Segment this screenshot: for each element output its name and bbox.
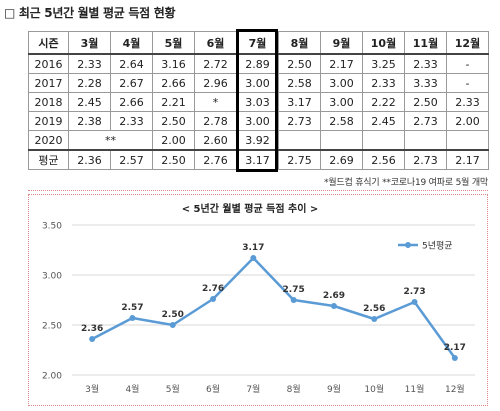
table-cell: 3.00 — [236, 111, 279, 131]
col-header: 3월 — [68, 31, 111, 55]
table-cell: 2.38 — [68, 111, 111, 131]
data-point — [290, 297, 297, 303]
data-label: 2.75 — [283, 285, 305, 295]
table-cell: 3.25 — [362, 53, 405, 74]
table-cell: 2.21 — [152, 92, 195, 112]
monthly-score-table: 시즌 3월 4월 5월 6월 7월 8월 9월 10월 11월 12월 2016… — [28, 31, 489, 170]
table-footnote: *월드컵 휴식기 **코로나19 여파로 5월 개막 — [324, 178, 488, 188]
table-cell: 2.67 — [110, 73, 153, 93]
table-row: 2016 2.33 2.64 3.16 2.72 2.89 2.50 2.17 … — [28, 53, 489, 74]
table-cell: 2.36 — [68, 149, 111, 170]
table-header-row: 시즌 3월 4월 5월 6월 7월 8월 9월 10월 11월 12월 — [28, 31, 489, 55]
x-tick-label: 7월 — [246, 383, 260, 395]
data-label: 2.73 — [403, 287, 425, 297]
data-point — [330, 303, 337, 309]
data-label: 2.17 — [444, 343, 466, 353]
y-tick-label: 2.50 — [42, 322, 62, 332]
y-tick-label: 2.00 — [42, 372, 62, 382]
table-cell: 2.56 — [362, 149, 405, 170]
table-cell: 2.33 — [110, 111, 153, 131]
table-cell: 2.69 — [320, 149, 363, 170]
table-cell: 2.50 — [404, 92, 447, 112]
data-point — [89, 336, 96, 342]
data-label: 3.17 — [242, 243, 264, 253]
col-header: 9월 — [320, 31, 363, 55]
table-cell: 평균 — [28, 149, 69, 170]
x-tick-label: 4월 — [125, 383, 139, 395]
y-tick-label: 3.50 — [42, 222, 62, 232]
table-row-2020: 2020 ** 2.00 2.60 3.92 — [28, 130, 489, 151]
table-row: 2017 2.28 2.67 2.66 2.96 3.00 2.58 3.00 … — [28, 73, 489, 93]
data-point — [210, 296, 217, 302]
x-tick-label: 11월 — [405, 383, 425, 395]
data-label: 2.57 — [121, 303, 143, 313]
table-cell: 3.00 — [320, 92, 363, 112]
chart-title: < 5년간 월별 평균 득점 추이 > — [181, 204, 319, 215]
table-cell: 2.50 — [152, 111, 195, 131]
data-point — [371, 316, 378, 322]
table-cell: 2.17 — [446, 149, 489, 170]
table-cell: 2.50 — [152, 149, 195, 170]
col-header: 12월 — [446, 31, 489, 55]
x-tick-label: 10월 — [364, 383, 384, 395]
series-line — [91, 256, 456, 359]
section-divider — [28, 190, 488, 191]
table-cell: 2.73 — [404, 149, 447, 170]
table-cell: 2019 — [28, 111, 69, 131]
table-cell: 2.78 — [194, 111, 237, 131]
chart-frame — [28, 194, 488, 406]
table-cell: 2020 — [28, 130, 69, 151]
x-tick-label: 12월 — [445, 383, 465, 395]
x-tick-label: 5월 — [166, 383, 180, 395]
table-cell: 3.00 — [320, 73, 363, 93]
col-header: 시즌 — [28, 31, 69, 55]
x-tick-label: 6월 — [206, 383, 220, 395]
table-row: 2018 2.45 2.66 2.21 * 3.03 3.17 3.00 2.2… — [28, 92, 489, 112]
data-point — [250, 255, 257, 261]
page-title: □ 최근 5년간 월별 평균 득점 현황 — [4, 6, 176, 20]
table-cell: 2.58 — [320, 111, 363, 131]
table-cell: 2.33 — [446, 92, 489, 112]
x-tick-label: 8월 — [287, 383, 301, 395]
x-tick-label: 9월 — [327, 383, 341, 395]
data-point — [411, 299, 418, 305]
data-label: 2.50 — [162, 310, 184, 320]
table-cell: 3.16 — [152, 53, 195, 74]
table-cell: 2017 — [28, 73, 69, 93]
table-cell: 2.73 — [278, 111, 321, 131]
col-header: 4월 — [110, 31, 153, 55]
table-cell: 2.75 — [278, 149, 321, 170]
col-header: 10월 — [362, 31, 405, 55]
table-cell: 2.00 — [152, 130, 195, 151]
table-row: 2019 2.38 2.33 2.50 2.78 3.00 2.73 2.58 … — [28, 111, 489, 131]
table-cell: 2.57 — [110, 149, 153, 170]
data-label: 2.56 — [363, 304, 385, 314]
legend-label: 5년평균 — [422, 241, 453, 252]
x-tick-label: 3월 — [85, 383, 99, 395]
y-tick-label: 3.00 — [42, 272, 62, 282]
data-label: 2.76 — [202, 284, 224, 294]
score-table-section: 시즌 3월 4월 5월 6월 7월 8월 9월 10월 11월 12월 2016… — [0, 0, 500, 180]
data-point — [169, 322, 176, 328]
table-cell: 2.60 — [194, 130, 237, 151]
col-header: 6월 — [194, 31, 237, 55]
col-header: 5월 — [152, 31, 195, 55]
data-point — [129, 315, 136, 321]
table-cell: 2.00 — [446, 111, 489, 131]
data-point — [451, 355, 458, 361]
legend-marker — [405, 242, 411, 248]
data-label: 2.36 — [81, 324, 103, 334]
data-label: 2.69 — [323, 291, 345, 301]
table-cell: 2.66 — [152, 73, 195, 93]
table-cell: 2.73 — [404, 111, 447, 131]
col-header: 11월 — [404, 31, 447, 55]
